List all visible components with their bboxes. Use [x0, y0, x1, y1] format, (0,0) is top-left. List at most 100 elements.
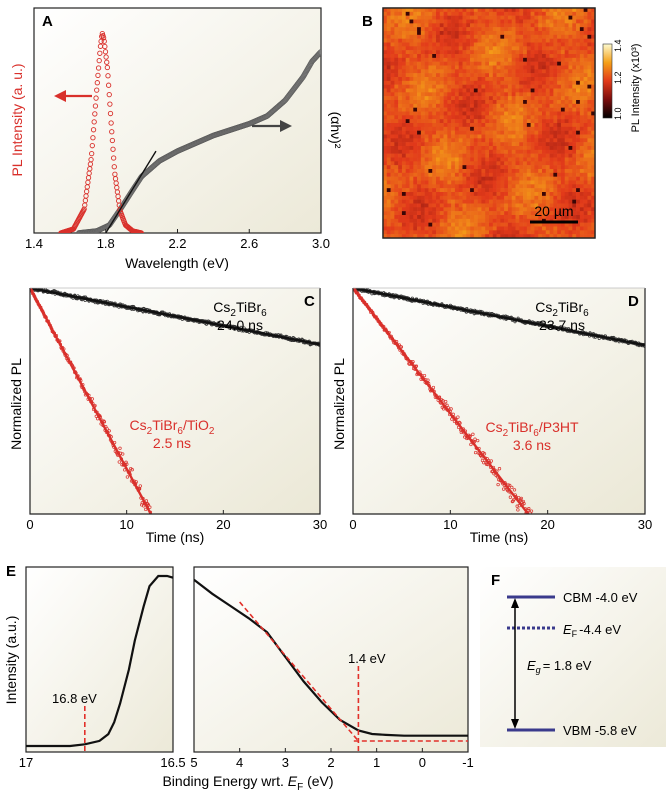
heatmap-cell [591, 65, 596, 70]
heatmap-cell [564, 100, 569, 105]
heatmap-cell [458, 50, 463, 55]
heatmap-cell [401, 107, 407, 112]
panel-c: C 0 10 20 30 Time (ns) Normalized PL Cs2TiB… [8, 287, 327, 545]
heatmap-cell [413, 134, 418, 139]
heatmap-cell [462, 176, 467, 181]
heatmap-cell [398, 96, 403, 101]
heatmap-cell [462, 138, 467, 143]
heatmap-cell [572, 157, 577, 162]
heatmap-cell [511, 54, 516, 59]
heatmap-cell [394, 123, 399, 128]
heatmap-cell [390, 65, 395, 70]
heatmap-cell [428, 34, 433, 39]
heatmap-cell [519, 134, 524, 139]
heatmap-cell [504, 161, 509, 166]
heatmap-cell [473, 65, 478, 70]
heatmap-cell [511, 34, 516, 39]
heatmap-cell [413, 15, 418, 20]
heatmap-cell [394, 27, 399, 32]
heatmap-cell [477, 19, 482, 24]
heatmap-cell [492, 130, 497, 135]
heatmap-cell [485, 203, 490, 208]
heatmap-cell [383, 46, 388, 51]
heatmap-cell [530, 130, 535, 135]
heatmap-cell [557, 211, 562, 216]
heatmap-cell [401, 234, 407, 239]
heatmap-cell [500, 199, 505, 204]
heatmap-cell [489, 38, 494, 43]
heatmap-cell [489, 111, 494, 116]
heatmap-cell [413, 207, 418, 212]
heatmap-cell [538, 107, 543, 112]
heatmap-cell [579, 222, 584, 227]
heatmap-cell [579, 80, 584, 85]
heatmap-cell [398, 54, 403, 59]
heatmap-cell [454, 161, 460, 166]
heatmap-cell [492, 8, 497, 13]
heatmap-cell [507, 54, 513, 59]
heatmap-cell [560, 180, 566, 185]
heatmap-cell [591, 19, 596, 24]
heatmap-cell [458, 161, 463, 166]
heatmap-cell [542, 226, 547, 231]
heatmap-cell [583, 80, 588, 85]
heatmap-cell [587, 65, 592, 70]
heatmap-cell [519, 96, 524, 101]
heatmap-cell [401, 226, 407, 231]
heatmap-cell [583, 222, 588, 227]
heatmap-cell [451, 84, 456, 89]
heatmap-cell [409, 184, 414, 189]
heatmap-cell [439, 23, 444, 28]
heatmap-cell [500, 50, 505, 55]
heatmap-cell [557, 142, 562, 147]
heatmap-cell [526, 234, 531, 239]
heatmap-cell [523, 84, 528, 89]
heatmap-cell [534, 15, 539, 20]
heatmap-cell [530, 107, 535, 112]
heatmap-cell [583, 142, 588, 147]
heatmap-cell [458, 199, 463, 204]
heatmap-cell [542, 80, 547, 85]
heatmap-cell [454, 149, 460, 154]
heatmap-cell [587, 111, 592, 116]
heatmap-cell [526, 77, 531, 82]
heatmap-cell [466, 46, 471, 51]
heatmap-cell [473, 73, 478, 78]
heatmap-cell [553, 100, 558, 105]
heatmap-cell [466, 172, 471, 177]
heatmap-cell [401, 38, 407, 43]
heatmap-cell [560, 115, 566, 120]
heatmap-cell [545, 31, 550, 36]
heatmap-cell [507, 215, 513, 220]
heatmap-cell [587, 149, 592, 154]
heatmap-cell [523, 215, 528, 220]
heatmap-cell [420, 8, 425, 13]
heatmap-cell [564, 230, 569, 235]
heatmap-cell [496, 115, 501, 120]
heatmap-cell [485, 111, 490, 116]
heatmap-cell [579, 119, 584, 124]
heatmap-cell [530, 31, 535, 36]
heatmap-cell [504, 15, 509, 20]
heatmap-cell [432, 27, 437, 32]
heatmap-cell [428, 218, 433, 223]
heatmap-cell [519, 211, 524, 216]
heatmap-cell [519, 222, 524, 227]
heatmap-cell [405, 146, 410, 151]
heatmap-cell [386, 123, 391, 128]
heatmap-cell [439, 230, 444, 235]
heatmap-cell [579, 38, 584, 43]
heatmap-cell [439, 119, 444, 124]
heatmap-cell [454, 138, 460, 143]
heatmap-cell [420, 31, 425, 36]
heatmap-cell [591, 100, 596, 105]
heatmap-cell [473, 61, 478, 66]
heatmap-cell [443, 188, 448, 193]
heatmap-cell [458, 57, 463, 62]
heatmap-cell [394, 226, 399, 231]
heatmap-cell [473, 142, 478, 147]
heatmap-cell [477, 8, 482, 13]
heatmap-cell [511, 57, 516, 62]
heatmap-cell [526, 165, 531, 170]
heatmap-cell [534, 96, 539, 101]
